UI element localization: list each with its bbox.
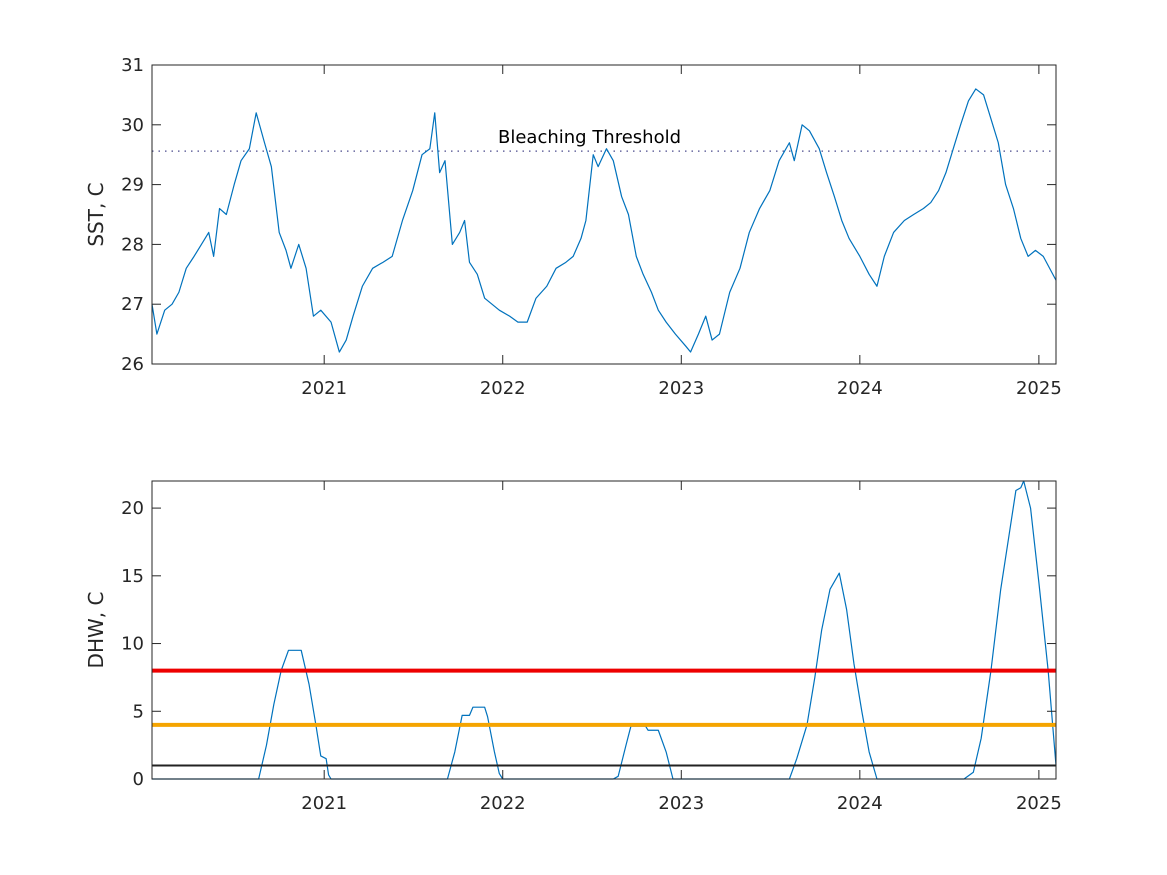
dhw-x-axis: 2021 2022 2023 2024 2025 <box>301 481 1062 814</box>
dhw-y-tick-label: 10 <box>121 634 144 655</box>
dhw-series-line <box>152 480 1057 780</box>
dhw-panel: 0 5 10 15 20 2021 2022 2023 2024 2025 DHW, C <box>84 480 1062 814</box>
dhw-y-axis-label: DHW, C <box>84 592 108 669</box>
dhw-y-axis: 0 5 10 15 20 <box>121 498 1056 790</box>
dhw-y-tick-label: 5 <box>133 701 144 722</box>
dhw-x-tick-label: 2024 <box>837 793 883 814</box>
dhw-x-tick-label: 2023 <box>658 793 704 814</box>
bleaching-threshold-label: Bleaching Threshold <box>498 127 681 148</box>
sst-x-tick-label: 2023 <box>658 378 704 399</box>
sst-y-tick-label: 26 <box>121 354 144 375</box>
dhw-y-tick-label: 0 <box>133 769 144 790</box>
sst-y-tick-label: 28 <box>121 234 144 255</box>
dhw-series-layer <box>152 480 1057 780</box>
sst-x-tick-label: 2025 <box>1016 378 1062 399</box>
sst-y-tick-label: 30 <box>121 115 144 136</box>
dhw-x-tick-label: 2022 <box>480 793 526 814</box>
dhw-axes-box <box>151 480 1057 780</box>
sst-x-tick-label: 2024 <box>837 378 883 399</box>
sst-y-tick-label: 29 <box>121 175 144 196</box>
sst-y-axis-label: SST, C <box>84 182 108 246</box>
dhw-y-tick-label: 15 <box>121 566 144 587</box>
dhw-x-tick-label: 2021 <box>301 793 347 814</box>
sst-x-tick-label: 2022 <box>480 378 526 399</box>
dhw-y-tick-label: 20 <box>121 498 144 519</box>
sst-panel: 26 27 28 29 30 31 2021 2022 2023 2024 2025 Bleach… <box>84 55 1062 399</box>
sst-x-axis: 2021 2022 2023 2024 2025 <box>301 65 1062 399</box>
sst-x-tick-label: 2021 <box>301 378 347 399</box>
dhw-reference-lines-layer <box>152 668 1056 767</box>
sst-plot-area <box>152 65 1056 364</box>
sst-y-tick-label: 31 <box>121 55 144 76</box>
sst-series-line <box>151 88 1057 353</box>
dhw-x-tick-label: 2025 <box>1016 793 1062 814</box>
sst-y-tick-label: 27 <box>121 294 144 315</box>
dhw-plot-area <box>152 481 1056 779</box>
sst-y-axis: 26 27 28 29 30 31 <box>121 55 1056 375</box>
sst-series-layer <box>151 88 1057 353</box>
sst-axes-box <box>151 64 1057 365</box>
